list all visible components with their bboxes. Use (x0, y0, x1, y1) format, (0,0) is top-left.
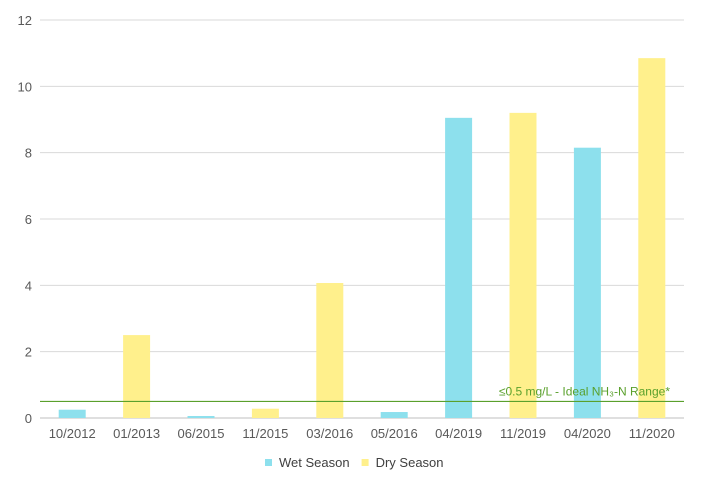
bar (251, 408, 279, 418)
y-tick-label: 6 (25, 212, 32, 227)
bar (58, 409, 86, 418)
x-tick-label: 05/2016 (371, 426, 418, 441)
x-tick-label: 11/2019 (500, 426, 546, 441)
x-axis-ticks: 10/2012 01/2013 06/2015 11/2015 03/2016 05/20… (49, 426, 675, 441)
bars (58, 58, 666, 419)
bar (187, 416, 215, 418)
y-tick-label: 12 (18, 13, 32, 28)
x-tick-label: 04/2020 (564, 426, 611, 441)
x-tick-label: 10/2012 (49, 426, 96, 441)
bar (123, 335, 151, 418)
x-tick-label: 04/2019 (435, 426, 482, 441)
legend-swatch (265, 459, 272, 466)
bar (638, 58, 666, 419)
legend-label: Wet Season (279, 455, 350, 470)
y-tick-label: 0 (25, 411, 32, 426)
x-tick-label: 03/2016 (306, 426, 353, 441)
y-tick-label: 8 (25, 146, 32, 161)
legend: Wet Season Dry Season (265, 455, 444, 470)
x-tick-label: 11/2020 (629, 426, 675, 441)
y-tick-label: 4 (25, 278, 32, 293)
bar (316, 283, 344, 418)
x-tick-label: 06/2015 (178, 426, 225, 441)
bar (380, 412, 408, 418)
y-tick-label: 2 (25, 345, 32, 360)
bar (445, 117, 473, 418)
y-axis-ticks: 0 2 4 6 8 10 12 (18, 13, 32, 426)
x-tick-label: 11/2015 (242, 426, 288, 441)
x-tick-label: 01/2013 (113, 426, 160, 441)
y-tick-label: 10 (18, 79, 32, 94)
bar (509, 112, 537, 418)
reference-line-group: ≤0.5 mg/L - Ideal NH₃-N Range* (40, 384, 684, 403)
bar (573, 147, 601, 419)
reference-line-label: ≤0.5 mg/L - Ideal NH₃-N Range* (499, 384, 670, 398)
legend-label: Dry Season (376, 455, 444, 470)
legend-swatch (361, 459, 369, 466)
